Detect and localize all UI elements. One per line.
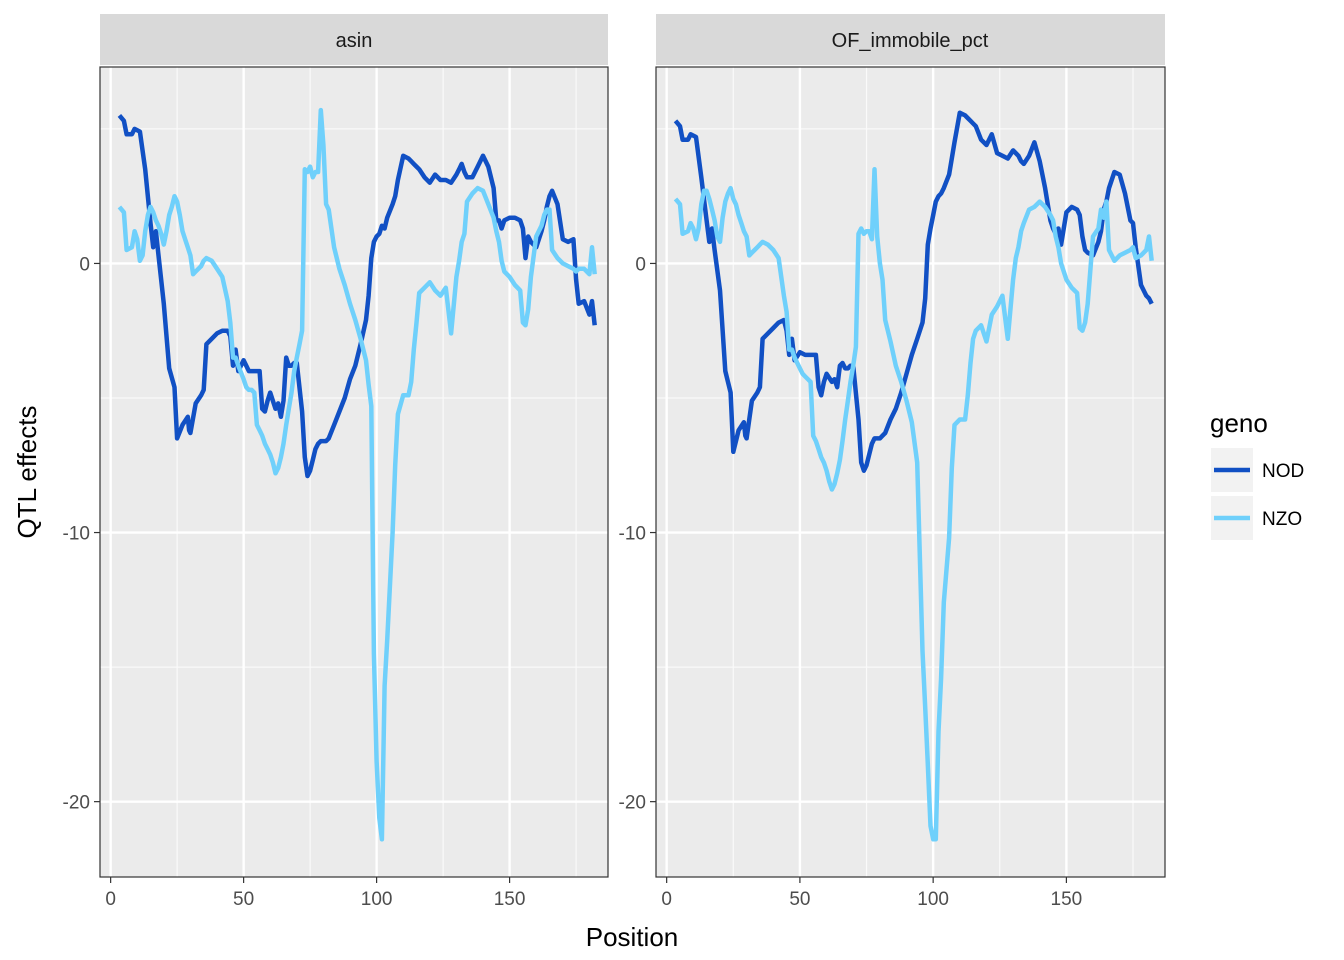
x-tick-label: 100 bbox=[917, 889, 949, 910]
series-line-nzo-asin bbox=[117, 107, 597, 842]
x-axis-title: Position bbox=[586, 922, 679, 952]
plot-background-asin bbox=[100, 67, 608, 877]
x-tick-label: 0 bbox=[661, 889, 672, 910]
strip-label-asin: asin bbox=[336, 30, 373, 52]
series-line-nod-asin bbox=[117, 113, 597, 479]
series-lines-asin bbox=[117, 107, 597, 842]
x-tick-label: 0 bbox=[105, 889, 116, 910]
y-tick-label: -20 bbox=[619, 793, 646, 814]
legend-label-nod: NOD bbox=[1262, 461, 1304, 482]
x-tick-label: 100 bbox=[361, 889, 393, 910]
x-tick-label: 50 bbox=[233, 889, 254, 910]
legend-label-nzo: NZO bbox=[1262, 509, 1302, 530]
panel-asin: asin 0 -10 -20 0 50 100 150 bbox=[63, 14, 609, 910]
series-line-nzo-of-immobile-pct bbox=[673, 167, 1154, 842]
x-axis-of-immobile-pct: 0 50 100 150 bbox=[661, 877, 1082, 910]
series-line-nod-of-immobile-pct bbox=[673, 110, 1154, 473]
strip-label-of-immobile-pct: OF_immobile_pct bbox=[832, 30, 989, 52]
y-tick-label: 0 bbox=[635, 254, 646, 275]
x-tick-label: 150 bbox=[494, 889, 526, 910]
y-axis-asin: 0 -10 -20 bbox=[63, 254, 100, 814]
plot-background-of-immobile-pct bbox=[656, 67, 1165, 877]
panel-border-of-immobile-pct bbox=[655, 66, 1166, 878]
x-axis-asin: 0 50 100 150 bbox=[105, 877, 525, 910]
x-tick-label: 50 bbox=[789, 889, 810, 910]
y-tick-label: 0 bbox=[79, 254, 90, 275]
y-axis-title: QTL effects bbox=[12, 406, 42, 539]
legend-title: geno bbox=[1210, 408, 1268, 438]
panel-of-immobile-pct: OF_immobile_pct 0 -10 -20 0 50 100 150 bbox=[619, 14, 1166, 910]
strip-background-of-immobile-pct bbox=[656, 14, 1165, 65]
y-tick-label: -10 bbox=[63, 524, 90, 545]
strip-background-asin bbox=[100, 14, 608, 65]
legend: geno NOD NZO bbox=[1210, 408, 1304, 540]
panel-border-asin bbox=[99, 66, 609, 878]
y-tick-label: -10 bbox=[619, 524, 646, 545]
y-tick-label: -20 bbox=[63, 793, 90, 814]
series-lines-of-immobile-pct bbox=[673, 110, 1154, 842]
x-tick-label: 150 bbox=[1051, 889, 1083, 910]
y-axis-of-immobile-pct: 0 -10 -20 bbox=[619, 254, 656, 814]
